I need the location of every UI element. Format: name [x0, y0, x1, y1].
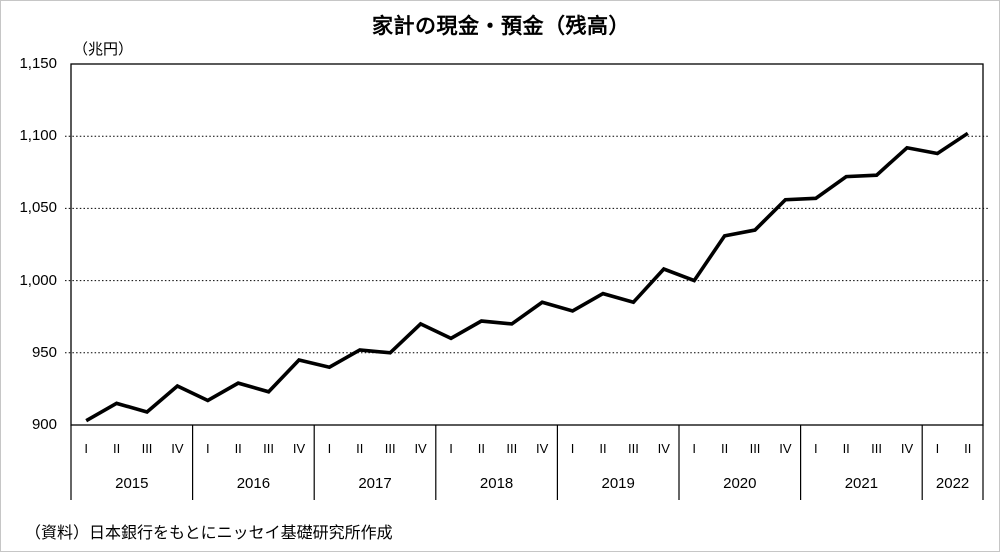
- quarter-label: IV: [536, 441, 549, 456]
- y-tick-label: 1,100: [19, 127, 57, 145]
- y-axis-unit-label: （兆円）: [73, 41, 134, 58]
- data-line: [85, 131, 969, 423]
- year-label: 2021: [844, 475, 879, 492]
- quarter-label: IV: [292, 441, 306, 456]
- quarter-label: III: [263, 441, 275, 456]
- quarter-label: III: [749, 441, 761, 456]
- quarter-label: I: [813, 441, 818, 456]
- quarter-label: II: [599, 441, 607, 456]
- quarter-label: II: [112, 441, 121, 456]
- chart-title: 家計の現金・預金（残高）: [372, 15, 630, 38]
- year-label: 2018: [479, 475, 514, 492]
- y-tick-label: 950: [31, 343, 57, 361]
- quarter-label: IV: [779, 441, 792, 456]
- quarter-label: I: [692, 441, 696, 456]
- quarter-label: III: [627, 441, 639, 456]
- quarter-label: IV: [414, 441, 427, 456]
- quarter-label: I: [84, 441, 88, 456]
- quarter-label: III: [506, 441, 518, 456]
- y-tick-label: 900: [31, 416, 57, 433]
- year-label: 2017: [358, 475, 392, 492]
- quarter-label: III: [141, 441, 153, 456]
- quarter-label: II: [234, 441, 242, 456]
- quarter-label: II: [356, 441, 364, 456]
- quarter-label: IV: [657, 441, 670, 456]
- year-label: 2019: [601, 475, 635, 492]
- quarter-label: II: [720, 441, 729, 456]
- quarter-label: III: [871, 441, 883, 456]
- quarter-label: IV: [171, 441, 184, 456]
- source-note: （資料）日本銀行をもとにニッセイ基礎研究所作成: [25, 525, 393, 542]
- quarter-label: I: [935, 441, 940, 456]
- year-label: 2020: [723, 475, 757, 492]
- y-tick-label: 1,000: [19, 271, 57, 289]
- quarter-label: I: [449, 441, 453, 456]
- quarter-label: IV: [900, 441, 914, 456]
- quarter-label: I: [205, 441, 210, 456]
- quarter-label: II: [477, 441, 485, 456]
- year-label: 2016: [236, 475, 271, 492]
- quarter-label: II: [964, 441, 972, 456]
- year-label: 2015: [115, 475, 149, 492]
- quarter-label: I: [570, 441, 575, 456]
- year-label: 2022: [935, 475, 970, 492]
- quarter-label: II: [842, 441, 850, 456]
- y-tick-label: 1,050: [19, 199, 57, 217]
- plot-border: [70, 63, 984, 426]
- quarter-label: III: [384, 441, 396, 456]
- y-tick-label: 1,150: [19, 55, 57, 72]
- quarter-label: I: [327, 441, 332, 456]
